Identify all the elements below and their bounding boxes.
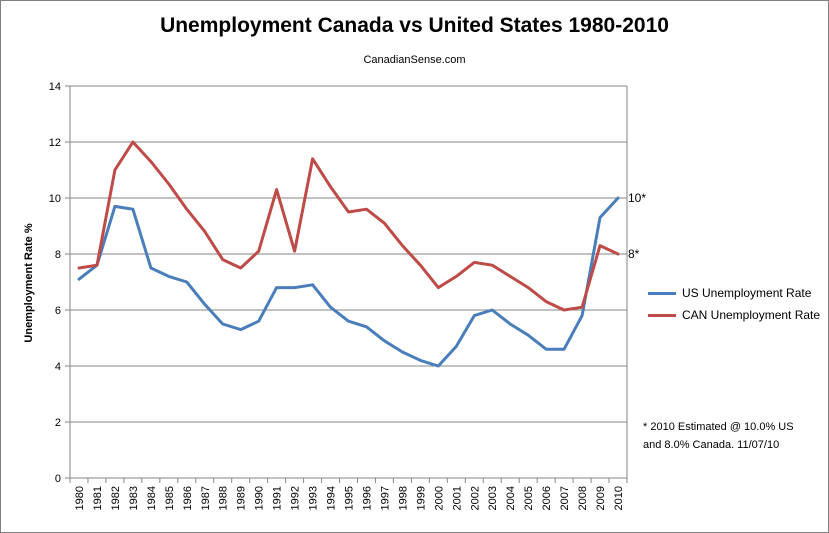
x-tick-label: 2003 xyxy=(487,486,499,510)
x-tick-label: 1998 xyxy=(397,486,409,510)
x-tick-label: 1993 xyxy=(308,486,320,510)
y-axis-ticks: 0 2 4 6 8 10 12 14 xyxy=(49,81,61,485)
estimate-note-line1: * 2010 Estimated @ 10.0% US xyxy=(643,421,794,433)
legend-item-can: CAN Unemployment Rate xyxy=(648,304,820,326)
x-tick-label: 1990 xyxy=(254,486,266,510)
legend-item-us: US Unemployment Rate xyxy=(648,282,820,304)
x-tick-label: 1989 xyxy=(236,486,248,510)
y-tick-label: 4 xyxy=(55,361,61,373)
y-tick-label: 14 xyxy=(49,81,61,93)
chart-subtitle: CanadianSense.com xyxy=(363,54,466,66)
x-tick-label: 1984 xyxy=(146,486,158,510)
y-tick-label: 6 xyxy=(55,305,61,317)
x-tick-label: 2005 xyxy=(523,486,535,510)
x-tick-label: 1999 xyxy=(415,486,427,510)
x-tick-label: 2001 xyxy=(451,486,463,510)
x-tick-label: 1988 xyxy=(218,486,230,510)
series-line-us xyxy=(77,196,620,368)
series-line-can xyxy=(77,140,620,312)
x-tick-label: 1985 xyxy=(164,486,176,510)
x-tick-label: 1991 xyxy=(272,486,284,510)
end-label-us: 10* xyxy=(628,191,646,205)
x-tick-label: 1986 xyxy=(182,486,194,510)
legend-swatch-us xyxy=(648,291,676,295)
x-tick-label: 1994 xyxy=(326,486,338,510)
x-tick-label: 1987 xyxy=(200,486,212,510)
x-tick-label: 1997 xyxy=(379,486,391,510)
x-tick-label: 2002 xyxy=(469,486,481,510)
x-axis-ticks: 1980 1981 1982 1983 1984 1985 1986 1987 1988 1989… xyxy=(69,478,628,510)
x-tick-label: 2004 xyxy=(505,486,517,510)
y-tick-label: 8 xyxy=(55,249,61,261)
legend-label-us: US Unemployment Rate xyxy=(682,286,812,300)
x-tick-label: 1980 xyxy=(74,486,86,510)
end-label-can: 8* xyxy=(628,247,640,261)
y-tick-label: 0 xyxy=(55,473,61,485)
y-tick-label: 10 xyxy=(49,193,61,205)
y-tick-label: 12 xyxy=(49,137,61,149)
estimate-note: * 2010 Estimated @ 10.0% US and 8.0% Can… xyxy=(643,418,823,454)
x-tick-label: 1995 xyxy=(344,486,356,510)
x-tick-label: 2007 xyxy=(559,486,571,510)
x-tick-label: 1992 xyxy=(290,486,302,510)
x-tick-label: 1996 xyxy=(361,486,373,510)
x-tick-label: 2010 xyxy=(613,486,625,510)
gridlines xyxy=(65,85,628,479)
chart-title: Unemployment Canada vs United States 198… xyxy=(160,14,669,37)
end-labels: 10* 8* xyxy=(628,191,646,261)
x-tick-label: 1981 xyxy=(92,486,104,510)
legend: US Unemployment Rate CAN Unemployment Ra… xyxy=(648,282,820,326)
x-tick-label: 2008 xyxy=(577,486,589,510)
x-tick-label: 2009 xyxy=(595,486,607,510)
legend-label-can: CAN Unemployment Rate xyxy=(682,308,821,322)
x-tick-label: 1983 xyxy=(128,486,140,510)
x-tick-label: 1982 xyxy=(110,486,122,510)
x-tick-label: 2006 xyxy=(541,486,553,510)
y-axis-label: Unemployment Rate % xyxy=(23,223,35,342)
y-tick-label: 2 xyxy=(55,417,61,429)
estimate-note-line2: and 8.0% Canada. 11/07/10 xyxy=(643,439,780,451)
legend-swatch-can xyxy=(648,313,676,317)
x-tick-label: 2000 xyxy=(433,486,445,510)
series-lines xyxy=(77,140,620,368)
